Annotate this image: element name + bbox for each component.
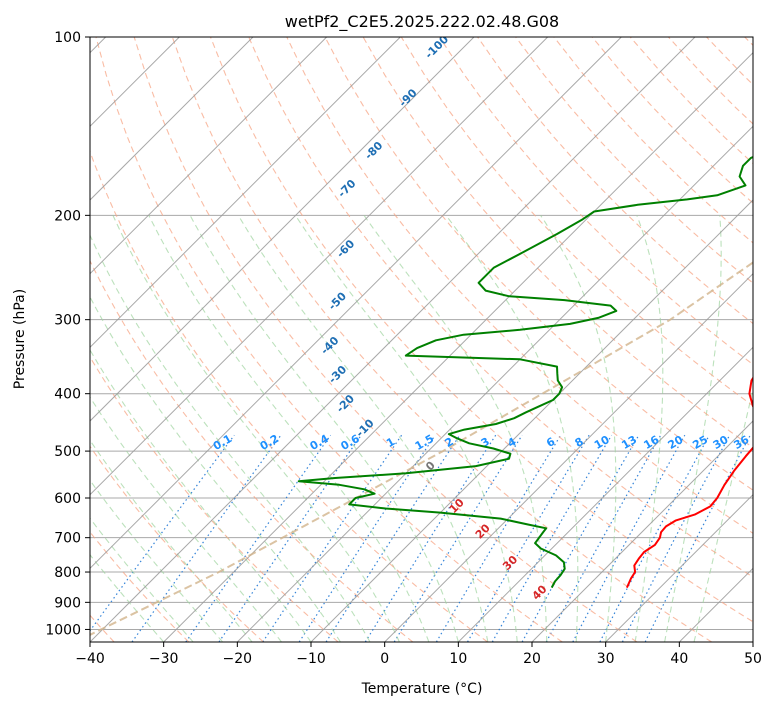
dry-adiabat-line <box>90 356 339 642</box>
lcl-curve-line <box>90 261 753 636</box>
dry-adiabat-line <box>171 37 712 642</box>
moist-adiabat-line <box>90 396 282 642</box>
moist-adiabat-line <box>90 233 371 642</box>
dry-adiabat-line <box>286 37 753 534</box>
y-tick-label: 200 <box>54 208 81 224</box>
isotherm-line <box>605 493 753 642</box>
plot-frame <box>89 36 754 643</box>
sounding-series <box>297 156 753 589</box>
moist-adiabat-line <box>634 215 664 642</box>
moist-adiabat-line <box>90 439 253 642</box>
y-tick-label: 100 <box>54 30 81 46</box>
isotherm-line <box>90 37 622 570</box>
moist-adiabat-line <box>148 215 430 642</box>
dry-adiabat-line <box>248 37 753 578</box>
mixing-ratio-line <box>621 434 731 642</box>
dry-adiabat-line <box>90 259 414 642</box>
x-axis-ticks: −40 −30 −20 −10 0 10 20 30 40 50 <box>75 642 762 667</box>
mixing-ratio-line <box>545 434 662 642</box>
x-tick-label: 20 <box>523 651 541 667</box>
moist-adiabats <box>90 214 753 642</box>
mixing-ratio-line <box>491 434 613 642</box>
y-tick-label: 600 <box>54 491 81 507</box>
mixing-ratio-line <box>521 434 640 642</box>
y-axis-label: Pressure (hPa) <box>12 289 28 389</box>
moist-adiabat-line <box>540 214 617 642</box>
x-tick-label: −20 <box>223 651 253 667</box>
dry-adiabat-line <box>515 37 753 284</box>
isotherm-line <box>531 420 753 642</box>
x-tick-label: 40 <box>670 651 688 667</box>
x-tick-label: 10 <box>449 651 467 667</box>
dewpoint-profile-line <box>297 156 753 589</box>
temperature-profile-line <box>625 376 753 589</box>
y-tick-label: 1000 <box>45 622 81 638</box>
chart-title: wetPf2_C2E5.2025.222.02.48.G08 <box>285 12 559 32</box>
dry-adiabat-line <box>209 37 753 623</box>
isotherm-line <box>90 37 549 496</box>
moist-adiabat-line <box>112 215 400 642</box>
y-tick-label: 700 <box>54 531 81 547</box>
moist-adiabat-line <box>363 214 548 642</box>
y-tick-label: 900 <box>54 595 81 611</box>
isotherm-line <box>310 199 753 642</box>
y-tick-label: 400 <box>54 387 81 403</box>
x-axis-label: Temperature (°C) <box>361 681 483 697</box>
isotherm-line <box>163 51 753 642</box>
dry-adiabats <box>90 37 753 642</box>
isotherm-line <box>90 37 401 349</box>
y-tick-label: 800 <box>54 565 81 581</box>
x-tick-label: −40 <box>75 651 105 667</box>
x-tick-label: −10 <box>296 651 326 667</box>
mixing-ratio-line <box>298 434 436 642</box>
moist-adiabat-line <box>189 215 459 642</box>
isotherm-line <box>90 37 696 642</box>
isotherm-line <box>90 37 254 201</box>
mixing-ratio-lines <box>90 434 751 642</box>
y-axis-ticks: 100 200 300 400 500 600 700 800 900 1000 <box>45 30 90 638</box>
mixing-ratio-line <box>572 434 686 642</box>
mixing-ratio-line <box>435 434 562 642</box>
isotherm-line <box>384 272 753 642</box>
dry-adiabat-line <box>95 37 563 642</box>
moist-adiabat-line <box>90 349 312 642</box>
dry-adiabat-line <box>324 37 753 491</box>
x-tick-label: 0 <box>380 651 389 667</box>
skewed-isotherms <box>90 37 753 642</box>
isotherm-line <box>90 37 475 422</box>
moist-adiabat-line <box>90 295 341 642</box>
x-tick-label: −30 <box>149 651 179 667</box>
isotherm-line <box>90 37 328 275</box>
x-tick-label: 30 <box>597 651 615 667</box>
isotherm-line <box>236 125 753 642</box>
y-tick-label: 500 <box>54 444 81 460</box>
lcl-curve <box>90 261 753 636</box>
dry-adiabat-line <box>90 445 264 642</box>
y-tick-label: 300 <box>54 313 81 329</box>
x-tick-label: 50 <box>744 651 762 667</box>
mixing-ratio-line <box>262 434 403 642</box>
moist-adiabat-line <box>90 479 224 642</box>
mixing-ratio-line <box>644 434 751 642</box>
moist-adiabat-line <box>664 215 722 642</box>
moist-adiabat-line <box>445 214 579 642</box>
pressure-gridlines <box>90 37 753 630</box>
mixing-ratio-line <box>599 434 710 642</box>
dry-adiabat-line <box>133 37 638 642</box>
isotherm-line <box>457 346 753 642</box>
